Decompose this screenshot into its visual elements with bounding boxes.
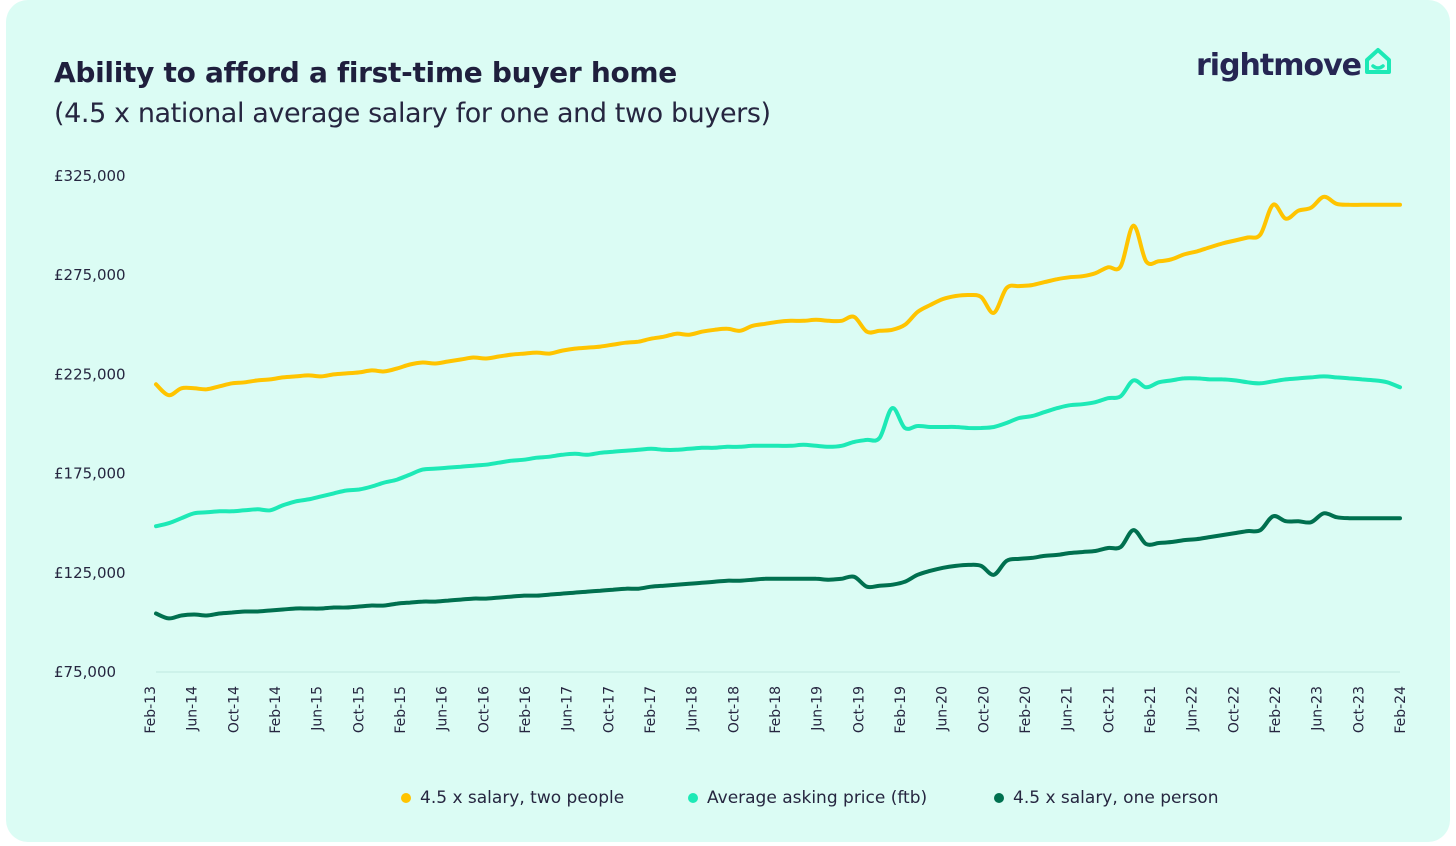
legend-marker-one-person (994, 793, 1004, 803)
x-tick-label: Jun-15 (310, 686, 326, 732)
legend: 4.5 x salary, two people Average asking … (6, 788, 1450, 814)
x-tick-label: Feb-15 (393, 686, 409, 734)
legend-label-two-people: 4.5 x salary, two people (420, 788, 625, 808)
legend-label-one-person: 4.5 x salary, one person (1013, 788, 1219, 808)
series-line-2 (154, 511, 1402, 621)
y-tick-label: £175,000 (54, 465, 126, 483)
x-tick-label: Jun-22 (1185, 686, 1201, 732)
chart-title: Ability to afford a first-time buyer hom… (54, 56, 677, 89)
x-tick-label: Oct-20 (976, 686, 992, 733)
house-icon (1364, 46, 1392, 80)
x-tick-label: Oct-18 (726, 686, 742, 733)
legend-marker-two-people (401, 793, 411, 803)
series-lines (154, 194, 1402, 621)
x-tick-label: Jun-14 (185, 686, 201, 732)
x-tick-label: Feb-20 (1018, 686, 1034, 734)
series-line-0 (154, 194, 1402, 398)
y-axis: £325,000 £275,000 £225,000 £175,000 £125,000… (54, 167, 126, 681)
y-tick-label: £125,000 (54, 564, 126, 582)
x-tick-label: Feb-22 (1268, 686, 1284, 734)
x-tick-label: Feb-24 (1393, 686, 1409, 734)
x-tick-label: Jun-17 (560, 686, 576, 732)
x-tick-label: Feb-17 (643, 686, 659, 734)
legend-marker-asking-price (688, 793, 698, 803)
chart-card: Ability to afford a first-time buyer hom… (6, 0, 1450, 842)
x-tick-label: Feb-18 (768, 686, 784, 734)
x-tick-label: Jun-23 (1310, 686, 1326, 732)
x-tick-label: Jun-21 (1060, 686, 1076, 732)
x-tick-label: Oct-23 (1351, 686, 1367, 733)
x-tick-label: Feb-19 (893, 686, 909, 734)
x-tick-label: Oct-14 (226, 686, 242, 733)
x-axis: Feb-13 Jun-14 Oct-14 Feb-14 Jun-15 Oct-15 Feb-… (143, 686, 1409, 734)
x-tick-label: Jun-16 (435, 686, 451, 732)
legend-item-asking-price: Average asking price (ftb) (688, 788, 927, 808)
x-tick-label: Feb-13 (143, 686, 159, 734)
x-tick-label: Oct-17 (601, 686, 617, 733)
brand-name: rightmove (1196, 48, 1362, 83)
legend-label-asking-price: Average asking price (ftb) (707, 788, 928, 808)
series-line-1 (154, 374, 1402, 529)
y-tick-label: £75,000 (54, 663, 116, 681)
chart-subtitle: (4.5 x national average salary for one a… (54, 98, 771, 129)
x-tick-label: Jun-19 (810, 686, 826, 732)
x-tick-label: Oct-21 (1101, 686, 1117, 733)
x-tick-label: Oct-19 (851, 686, 867, 733)
y-tick-label: £225,000 (54, 365, 126, 383)
x-tick-label: Feb-21 (1143, 686, 1159, 734)
y-tick-label: £325,000 (54, 167, 126, 185)
x-tick-label: Oct-22 (1226, 686, 1242, 733)
legend-item-one-person: 4.5 x salary, one person (994, 788, 1219, 808)
x-tick-label: Oct-16 (476, 686, 492, 733)
x-tick-label: Jun-20 (935, 686, 951, 732)
brand-logo: rightmove (1196, 46, 1392, 90)
y-tick-label: £275,000 (54, 266, 126, 284)
x-tick-label: Feb-14 (268, 686, 284, 734)
line-chart: £325,000 £275,000 £225,000 £175,000 £125,000… (54, 167, 1409, 734)
legend-item-two-people: 4.5 x salary, two people (401, 788, 624, 808)
x-tick-label: Jun-18 (685, 686, 701, 732)
x-tick-label: Oct-15 (351, 686, 367, 733)
x-tick-label: Feb-16 (518, 686, 534, 734)
